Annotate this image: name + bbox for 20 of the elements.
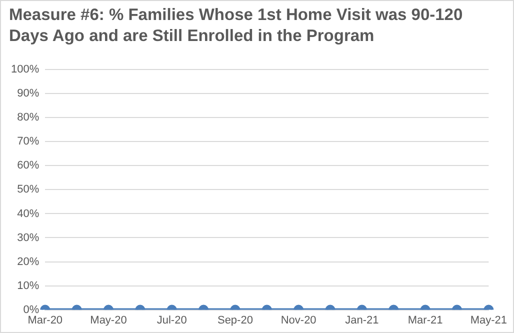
x-tick-label: May-20 [90,314,127,326]
y-tick-label: 90% [17,88,40,100]
x-tick-label: Jul-20 [156,314,187,326]
y-tick-label: 70% [17,136,40,148]
y-tick-label: 40% [17,208,40,220]
x-tick-label: Nov-20 [280,314,316,326]
x-tick-label: Jan-21 [345,314,379,326]
y-tick-label: 60% [17,160,40,172]
x-tick-label: Sep-20 [217,314,253,326]
y-tick-label: 50% [17,184,40,196]
y-tick-label: 10% [17,280,40,292]
x-tick-label: Mar-21 [408,314,443,326]
y-tick-label: 30% [17,232,40,244]
y-tick-label: 20% [17,256,40,268]
y-tick-label: 80% [17,112,40,124]
chart-title: Measure #6: % Families Whose 1st Home Visit was 90-120 Days Ago and are Still Enrolled in the Program [8,5,464,47]
x-tick-label: May-21 [470,314,508,326]
x-tick-label: Mar-20 [28,314,63,326]
y-tick-label: 100% [10,64,40,76]
y-tick-label: 0% [23,304,40,316]
